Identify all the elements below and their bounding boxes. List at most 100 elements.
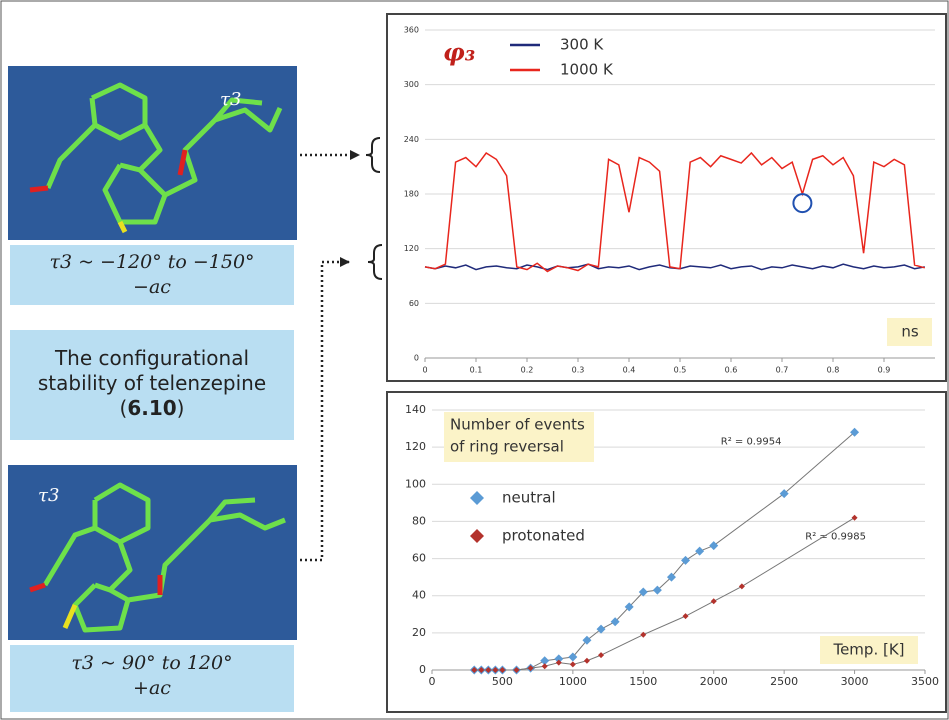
y-tick-label: 0 <box>414 354 419 363</box>
chart-title: Number of events <box>450 416 585 434</box>
legend-swatch <box>470 529 484 543</box>
data-point <box>492 667 499 673</box>
y-tick-label: 120 <box>405 440 426 453</box>
caption-sub: +ac <box>133 677 171 699</box>
caption-text: τ3 ~ 90° to 120° <box>71 652 233 674</box>
molecule-label: τ3 <box>220 89 241 110</box>
caption-top: τ3 ~ −120° to −150° −ac <box>10 245 294 305</box>
x-tick-label: 500 <box>492 675 513 688</box>
data-point <box>682 613 689 620</box>
legend-label: 300 K <box>560 36 604 54</box>
data-point <box>582 635 592 645</box>
x-tick-label: 0.4 <box>623 366 636 375</box>
y-tick-label: 0 <box>419 663 426 676</box>
data-point <box>569 661 576 668</box>
data-point <box>652 585 662 595</box>
axis-label-box <box>820 636 918 664</box>
x-axis-label: ns <box>901 323 919 341</box>
brace <box>367 244 383 280</box>
data-point <box>583 657 590 664</box>
title-box <box>444 412 594 462</box>
y-tick-label: 120 <box>404 244 419 253</box>
x-tick-label: 0.9 <box>878 366 891 375</box>
highlight-circle <box>792 193 813 214</box>
molecule-bottom <box>8 465 297 640</box>
data-point <box>471 667 478 673</box>
caption-bottom: τ3 ~ 90° to 120° +ac <box>10 645 294 712</box>
data-point <box>527 665 534 672</box>
data-point <box>596 624 606 634</box>
data-point <box>681 555 691 565</box>
chart-title: φ₃ <box>443 38 475 67</box>
y-tick-label: 60 <box>409 299 419 308</box>
x-tick-label: 0.5 <box>674 366 687 375</box>
y-tick-label: 240 <box>404 135 419 144</box>
molecule-label: τ3 <box>38 485 59 506</box>
molecule-top <box>8 66 297 240</box>
y-tick-label: 180 <box>404 190 419 199</box>
y-tick-label: 40 <box>412 589 426 602</box>
data-point <box>640 631 647 638</box>
x-tick-label: 3000 <box>841 675 869 688</box>
data-point <box>541 663 548 670</box>
x-tick-label: 0.1 <box>470 366 483 375</box>
x-axis-label: Temp. [K] <box>832 641 904 659</box>
data-point <box>513 667 520 673</box>
data-point <box>738 583 745 590</box>
data-point <box>710 598 717 605</box>
data-point <box>540 656 550 666</box>
connector <box>300 153 355 562</box>
y-tick-label: 140 <box>405 403 426 416</box>
note-text: The configurational stability of telenze… <box>37 346 267 420</box>
x-tick-label: 3500 <box>911 675 939 688</box>
caption-text: τ3 ~ −120° to −150° <box>49 251 255 273</box>
data-line <box>424 151 925 273</box>
y-tick-label: 80 <box>412 514 426 527</box>
annotation: R² = 0.9954 <box>721 437 782 448</box>
legend-label: neutral <box>502 489 556 507</box>
data-point <box>624 602 634 612</box>
data-point <box>779 489 789 499</box>
data-point <box>568 652 578 662</box>
caption-sub: −ac <box>133 276 171 298</box>
data-point <box>695 546 705 556</box>
data-point <box>485 667 492 673</box>
data-point <box>851 514 858 521</box>
legend-label: protonated <box>502 527 585 545</box>
x-tick-label: 0 <box>422 366 427 375</box>
data-point <box>478 667 485 673</box>
legend-swatch <box>470 491 484 505</box>
arrow-head <box>340 150 360 267</box>
x-tick-label: 0.2 <box>521 366 534 375</box>
middle-note: The configurational stability of telenze… <box>10 330 294 440</box>
x-tick-label: 0.7 <box>776 366 789 375</box>
chart-title: of ring reversal <box>450 438 564 456</box>
chart-frame <box>386 13 947 382</box>
data-point <box>554 654 564 664</box>
x-tick-label: 2500 <box>770 675 798 688</box>
data-point <box>666 572 676 582</box>
x-tick-label: 0.6 <box>725 366 738 375</box>
data-point <box>555 659 562 666</box>
y-tick-label: 60 <box>412 552 426 565</box>
x-tick-label: 0 <box>429 675 436 688</box>
brace <box>365 137 381 173</box>
x-tick-label: 1000 <box>559 675 587 688</box>
y-tick-label: 360 <box>404 26 419 35</box>
data-point <box>598 652 605 659</box>
y-tick-label: 100 <box>405 477 426 490</box>
x-tick-label: 0.3 <box>572 366 585 375</box>
annotation: R² = 0.9985 <box>805 531 866 542</box>
legend-label: 1000 K <box>560 61 614 79</box>
note-text: ) <box>176 396 185 420</box>
x-tick-label: 1500 <box>629 675 657 688</box>
note-ref: 6.10 <box>127 396 177 420</box>
x-tick-label: 0.8 <box>827 366 840 375</box>
data-point <box>499 667 506 673</box>
data-point <box>709 541 719 551</box>
y-tick-label: 300 <box>404 80 419 89</box>
data-point <box>850 427 860 437</box>
